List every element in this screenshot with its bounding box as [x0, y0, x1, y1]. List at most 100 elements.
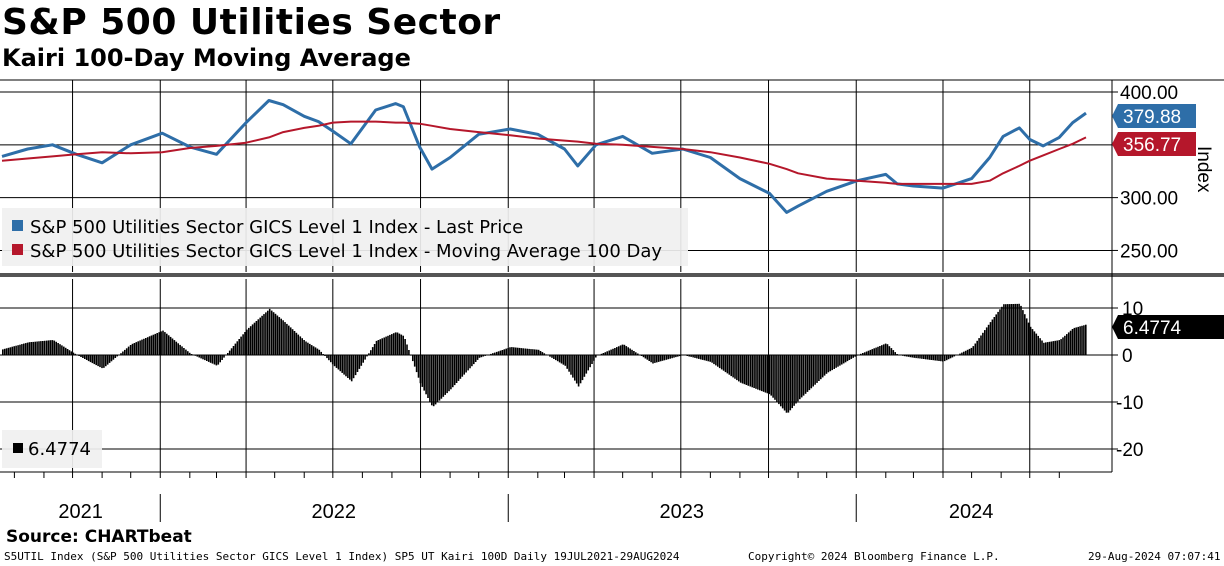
- kairi-bar: [1024, 314, 1026, 355]
- kairi-bar: [91, 355, 94, 364]
- kairi-bar: [124, 349, 126, 355]
- kairi-bar: [284, 322, 286, 355]
- kairi-bar: [154, 333, 157, 355]
- kairi-bar: [440, 355, 443, 399]
- kairi-bar: [198, 355, 200, 358]
- kairi-bar: [997, 311, 999, 355]
- kairi-bar: [459, 355, 462, 379]
- kairi-bar: [678, 355, 681, 357]
- kairi-bar: [650, 355, 652, 363]
- kairi-bar: [2, 349, 4, 355]
- kairi-bar: [764, 355, 767, 393]
- price-legend-box: [2, 208, 688, 266]
- kairi-bar: [1031, 329, 1034, 355]
- kairi-bar: [303, 340, 305, 355]
- kairi-bar: [57, 343, 59, 355]
- y-tick-label-kairi: -20: [1116, 440, 1143, 461]
- kairi-bar: [484, 355, 486, 356]
- kairi-bar: [963, 351, 965, 355]
- kairi-bar: [972, 346, 975, 355]
- kairi-bar: [812, 355, 814, 387]
- kairi-bar: [715, 355, 717, 366]
- kairi-bar: [1067, 332, 1070, 355]
- kairi-bar: [751, 355, 753, 388]
- kairi-bar: [738, 355, 740, 382]
- kairi-bar: [257, 319, 260, 355]
- kairi-bar: [76, 355, 78, 356]
- kairi-bar: [434, 355, 437, 405]
- kairi-bar: [518, 347, 521, 355]
- kairi-bar: [894, 352, 896, 355]
- kairi-bar: [490, 353, 492, 355]
- kairi-bar: [45, 340, 48, 355]
- kairi-bar: [823, 355, 826, 376]
- kairi-bar: [625, 346, 628, 355]
- kairi-bar: [406, 344, 408, 355]
- kairi-bar: [945, 355, 948, 361]
- kairi-bar: [223, 355, 225, 358]
- kairi-bar: [541, 352, 544, 355]
- kairi-bar: [175, 341, 178, 355]
- kairi-bar: [1025, 318, 1028, 355]
- kairi-bar: [665, 355, 668, 360]
- kairi-bar: [463, 355, 465, 375]
- kairi-bar: [202, 355, 204, 360]
- kairi-bar: [995, 314, 997, 355]
- kairi-bar: [680, 355, 683, 356]
- kairi-bar: [604, 352, 607, 355]
- kairi-bar: [673, 355, 675, 358]
- kairi-bar: [757, 355, 759, 390]
- kairi-bar: [93, 355, 96, 365]
- kairi-bar: [930, 355, 933, 360]
- kairi-bar: [398, 333, 401, 355]
- kairi-bar: [947, 355, 950, 360]
- kairi-bar: [17, 345, 19, 355]
- kairi-bar: [863, 352, 866, 355]
- kairi-bar: [759, 355, 761, 391]
- kairi-bar: [718, 355, 721, 369]
- kairi-bar: [270, 310, 273, 355]
- kairi-bar: [921, 355, 923, 359]
- kairi-bar: [187, 351, 189, 355]
- kairi-bar: [234, 343, 237, 355]
- kairi-bar: [120, 353, 122, 355]
- kairi-bar: [474, 355, 477, 362]
- kairi-bar: [682, 355, 685, 356]
- kairi-bar: [40, 341, 42, 355]
- y-tick-label-kairi: 10: [1122, 299, 1143, 320]
- kairi-bar: [135, 342, 138, 355]
- kairi-bar: [251, 324, 254, 355]
- chart-frames: [0, 79, 1224, 473]
- kairi-bar: [909, 355, 912, 358]
- price-lines: [1, 99, 1087, 214]
- legend-label-moving-average: S&P 500 Utilities Sector GICS Level 1 In…: [30, 241, 662, 262]
- kairi-bar: [667, 355, 670, 360]
- kairi-bar: [333, 355, 336, 367]
- kairi-bar: [980, 335, 982, 355]
- kairi-bar: [976, 340, 978, 355]
- kairi-bar: [509, 347, 511, 355]
- kairi-bar: [688, 355, 690, 357]
- kairi-bar: [164, 332, 166, 355]
- kairi-bar: [309, 343, 311, 355]
- kairi-bar: [865, 351, 868, 355]
- kairi-bar: [1058, 340, 1060, 355]
- legend-swatch-moving-average: [12, 244, 23, 255]
- kairi-bar: [984, 330, 986, 355]
- kairi-bar: [547, 355, 549, 356]
- kairi-bar: [360, 355, 363, 366]
- kairi-bar: [84, 355, 86, 359]
- kairi-bar: [3, 348, 6, 355]
- kairi-bar: [476, 355, 479, 360]
- kairi-bar: [530, 349, 532, 355]
- kairi-bar: [1005, 304, 1007, 355]
- kairi-bar: [385, 336, 387, 355]
- kairi-bar: [297, 334, 300, 355]
- kairi-bar: [1052, 341, 1055, 355]
- kairi-bar: [804, 355, 807, 394]
- kairi-bar: [900, 355, 902, 356]
- price-series-line: [1, 99, 1087, 214]
- kairi-bar: [532, 349, 534, 355]
- kairi-bar: [497, 351, 500, 355]
- kairi-bar: [274, 313, 277, 355]
